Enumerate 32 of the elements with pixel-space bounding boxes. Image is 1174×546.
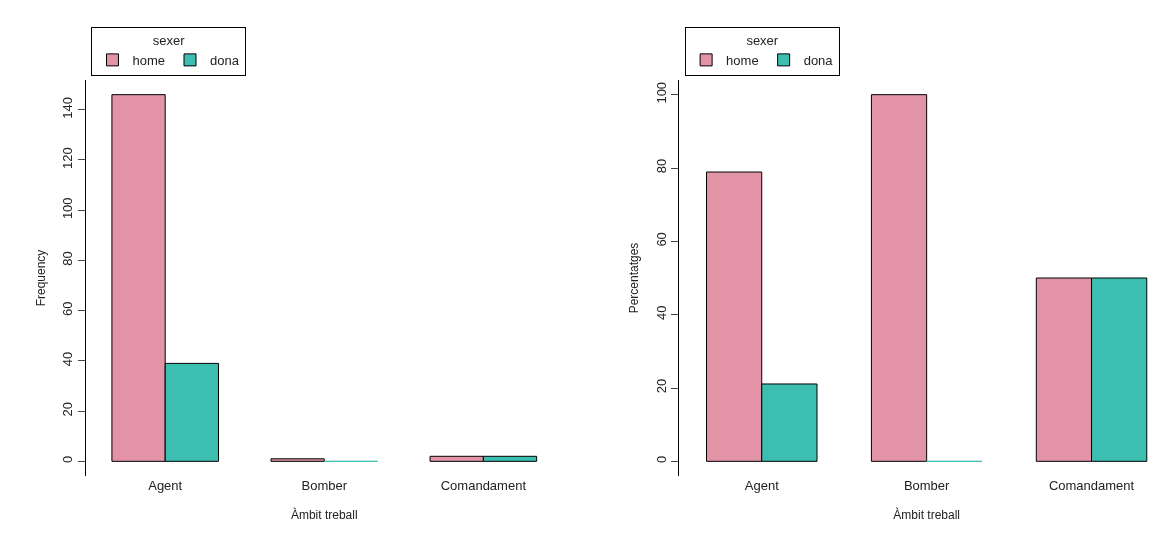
y-tick-label: 0 (60, 455, 76, 463)
legend-label: dona (803, 52, 834, 68)
y-tick-label: 120 (60, 147, 76, 169)
x-axis-title: Àmbit treball (893, 506, 960, 522)
x-tick-label: Agent (744, 478, 780, 493)
y-tick-label: 100 (60, 197, 76, 220)
y-axis-title: Frequency (33, 249, 48, 307)
y-axis-title: Percentatges (627, 242, 642, 314)
y-tick-label: 40 (654, 305, 670, 320)
y-tick-label: 20 (60, 401, 76, 417)
x-tick-label: Agent (148, 478, 183, 493)
legend-title: sexer (152, 32, 186, 48)
y-tick-label: 40 (60, 351, 76, 367)
y-tick-label: 60 (654, 232, 670, 247)
x-tick-label: Bomber (903, 478, 951, 493)
legend-label: home (726, 52, 759, 68)
y-tick-label: 0 (654, 455, 670, 463)
x-tick-label: Comandament (1048, 478, 1135, 493)
y-tick-label: 60 (60, 301, 76, 316)
legend-title: sexer (746, 32, 779, 48)
y-tick-label: 140 (60, 96, 76, 119)
y-tick-label: 20 (654, 378, 670, 394)
legend-label: home (132, 52, 166, 68)
bar (270, 458, 325, 462)
bar (870, 94, 928, 462)
y-tick-label: 80 (654, 158, 670, 174)
y-tick-label: 100 (654, 81, 670, 104)
legend-label: dona (210, 52, 240, 68)
x-axis-title: Àmbit treball (290, 506, 358, 522)
x-tick-label: Bomber (301, 478, 348, 493)
x-tick-label: Comandament (440, 478, 527, 493)
y-tick-label: 80 (60, 251, 76, 266)
